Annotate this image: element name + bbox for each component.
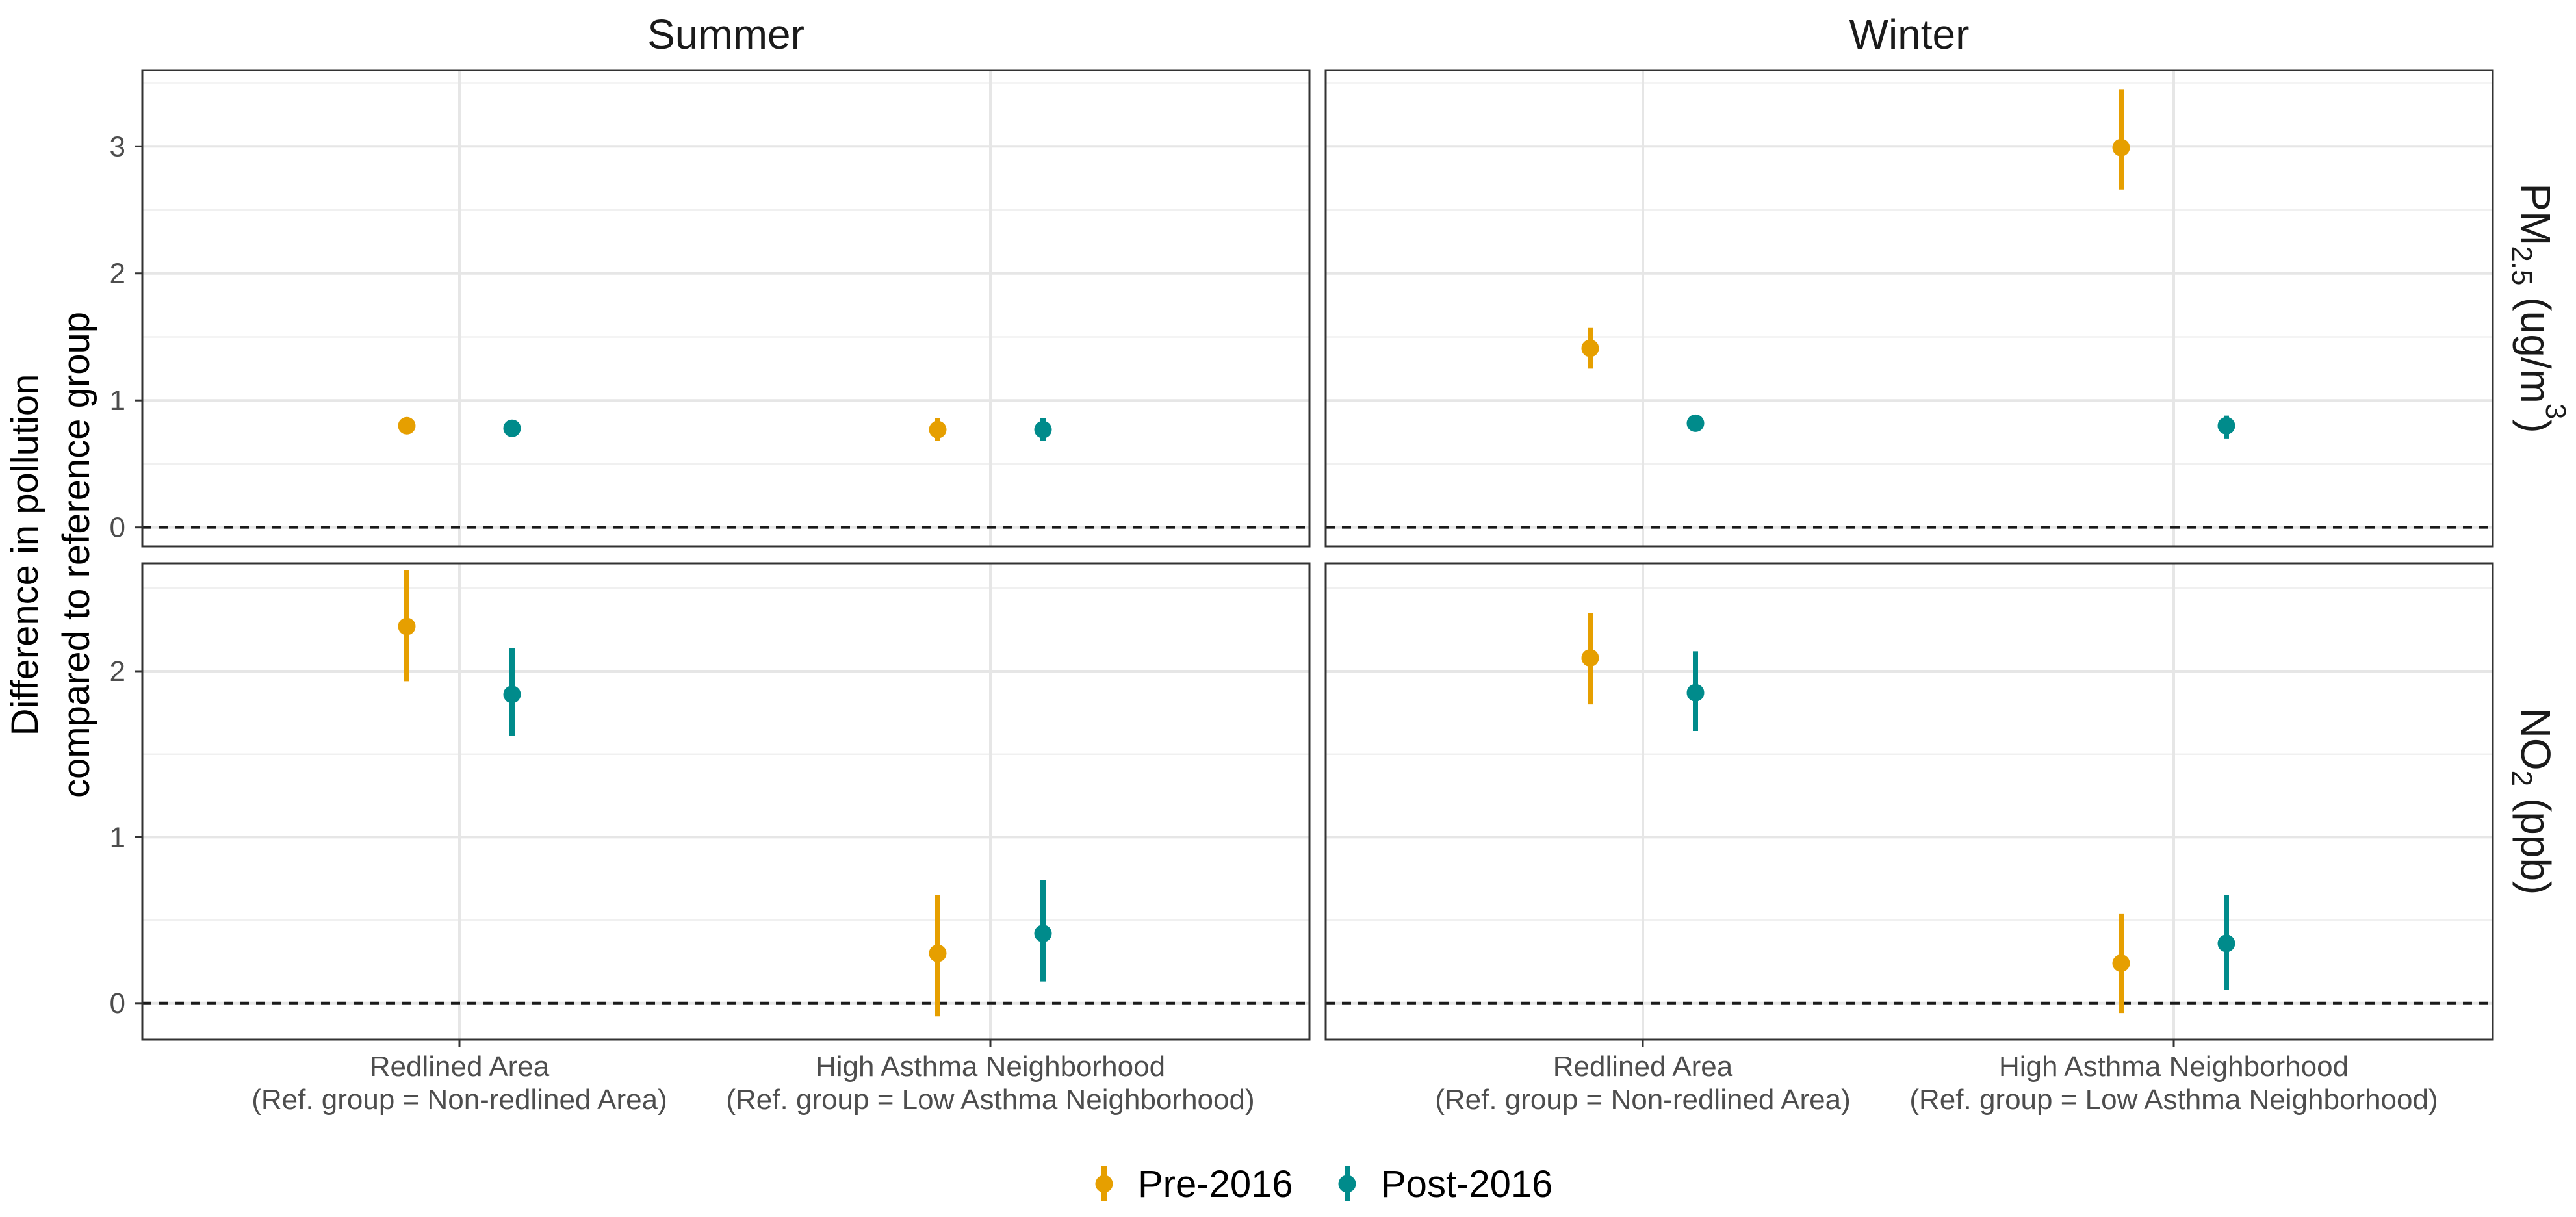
y-tick-label: 1 — [110, 385, 125, 416]
strip-label-part: NO — [2512, 708, 2559, 771]
y-tick-label: 3 — [110, 131, 125, 162]
y-axis-title-line: Difference in pollution — [4, 374, 46, 736]
y-tick-label: 2 — [110, 258, 125, 290]
data-point — [503, 685, 521, 704]
facet-title-winter: Winter — [1849, 11, 1970, 58]
data-point — [398, 617, 416, 635]
panel-border — [141, 562, 1311, 1041]
data-point — [2112, 954, 2130, 973]
strip-label-part: (ug/m — [2512, 286, 2559, 404]
strip-label-part: (ppb) — [2512, 786, 2559, 895]
data-point — [1034, 925, 1052, 943]
y-tick-label: 0 — [110, 512, 125, 544]
data-point — [398, 416, 416, 435]
data-point — [2217, 416, 2235, 435]
x-tick-label: (Ref. group = Low Asthma Neighborhood) — [1909, 1084, 2438, 1116]
x-tick-label: High Asthma Neighborhood — [816, 1051, 1165, 1082]
strip-label-pm25: PM2.5 (ug/m3) — [2506, 183, 2571, 433]
legend-key-point — [1095, 1175, 1113, 1193]
panel-border — [141, 69, 1311, 548]
data-point — [929, 944, 947, 962]
x-tick-label: High Asthma Neighborhood — [1999, 1051, 2349, 1082]
panel-border — [1324, 69, 2494, 548]
strip-label-part: 2.5 — [2506, 246, 2538, 285]
x-tick-label: Redlined Area — [1553, 1051, 1733, 1082]
y-tick-label: 0 — [110, 988, 125, 1019]
strip-label-part: 2 — [2506, 771, 2538, 786]
data-point — [1034, 420, 1052, 439]
panel-border — [1324, 562, 2494, 1041]
legend-label: Post-2016 — [1381, 1163, 1552, 1205]
data-point — [1581, 339, 1599, 357]
data-point — [929, 420, 947, 439]
data-point — [503, 419, 521, 437]
data-point — [1581, 649, 1599, 667]
x-tick-label: Redlined Area — [370, 1051, 550, 1082]
strip-label-part: PM — [2512, 183, 2559, 246]
data-point — [1686, 684, 1705, 702]
y-tick-label: 2 — [110, 656, 125, 687]
data-point — [1686, 414, 1705, 432]
data-point — [2112, 138, 2130, 157]
x-tick-label: (Ref. group = Low Asthma Neighborhood) — [726, 1084, 1254, 1116]
strip-label-part: ) — [2512, 419, 2559, 433]
legend-label: Pre-2016 — [1138, 1163, 1293, 1205]
y-axis-title: Difference in pollution compared to refer… — [4, 312, 97, 798]
data-point — [2217, 934, 2235, 953]
x-tick-label: (Ref. group = Non-redlined Area) — [251, 1084, 667, 1116]
y-tick-label: 1 — [110, 821, 125, 853]
strip-label-no2: NO2 (ppb) — [2506, 708, 2559, 895]
x-tick-label: (Ref. group = Non-redlined Area) — [1435, 1084, 1851, 1116]
plot-area: Summer Winter Difference in pollution compa… — [4, 11, 2571, 1116]
legend: Pre-2016 Post-2016 — [1095, 1163, 1552, 1205]
legend-key-point — [1338, 1175, 1356, 1193]
y-axis-title-line: compared to reference group — [55, 312, 97, 798]
facet-title-summer: Summer — [647, 11, 805, 58]
strip-label-part: 3 — [2540, 404, 2571, 419]
